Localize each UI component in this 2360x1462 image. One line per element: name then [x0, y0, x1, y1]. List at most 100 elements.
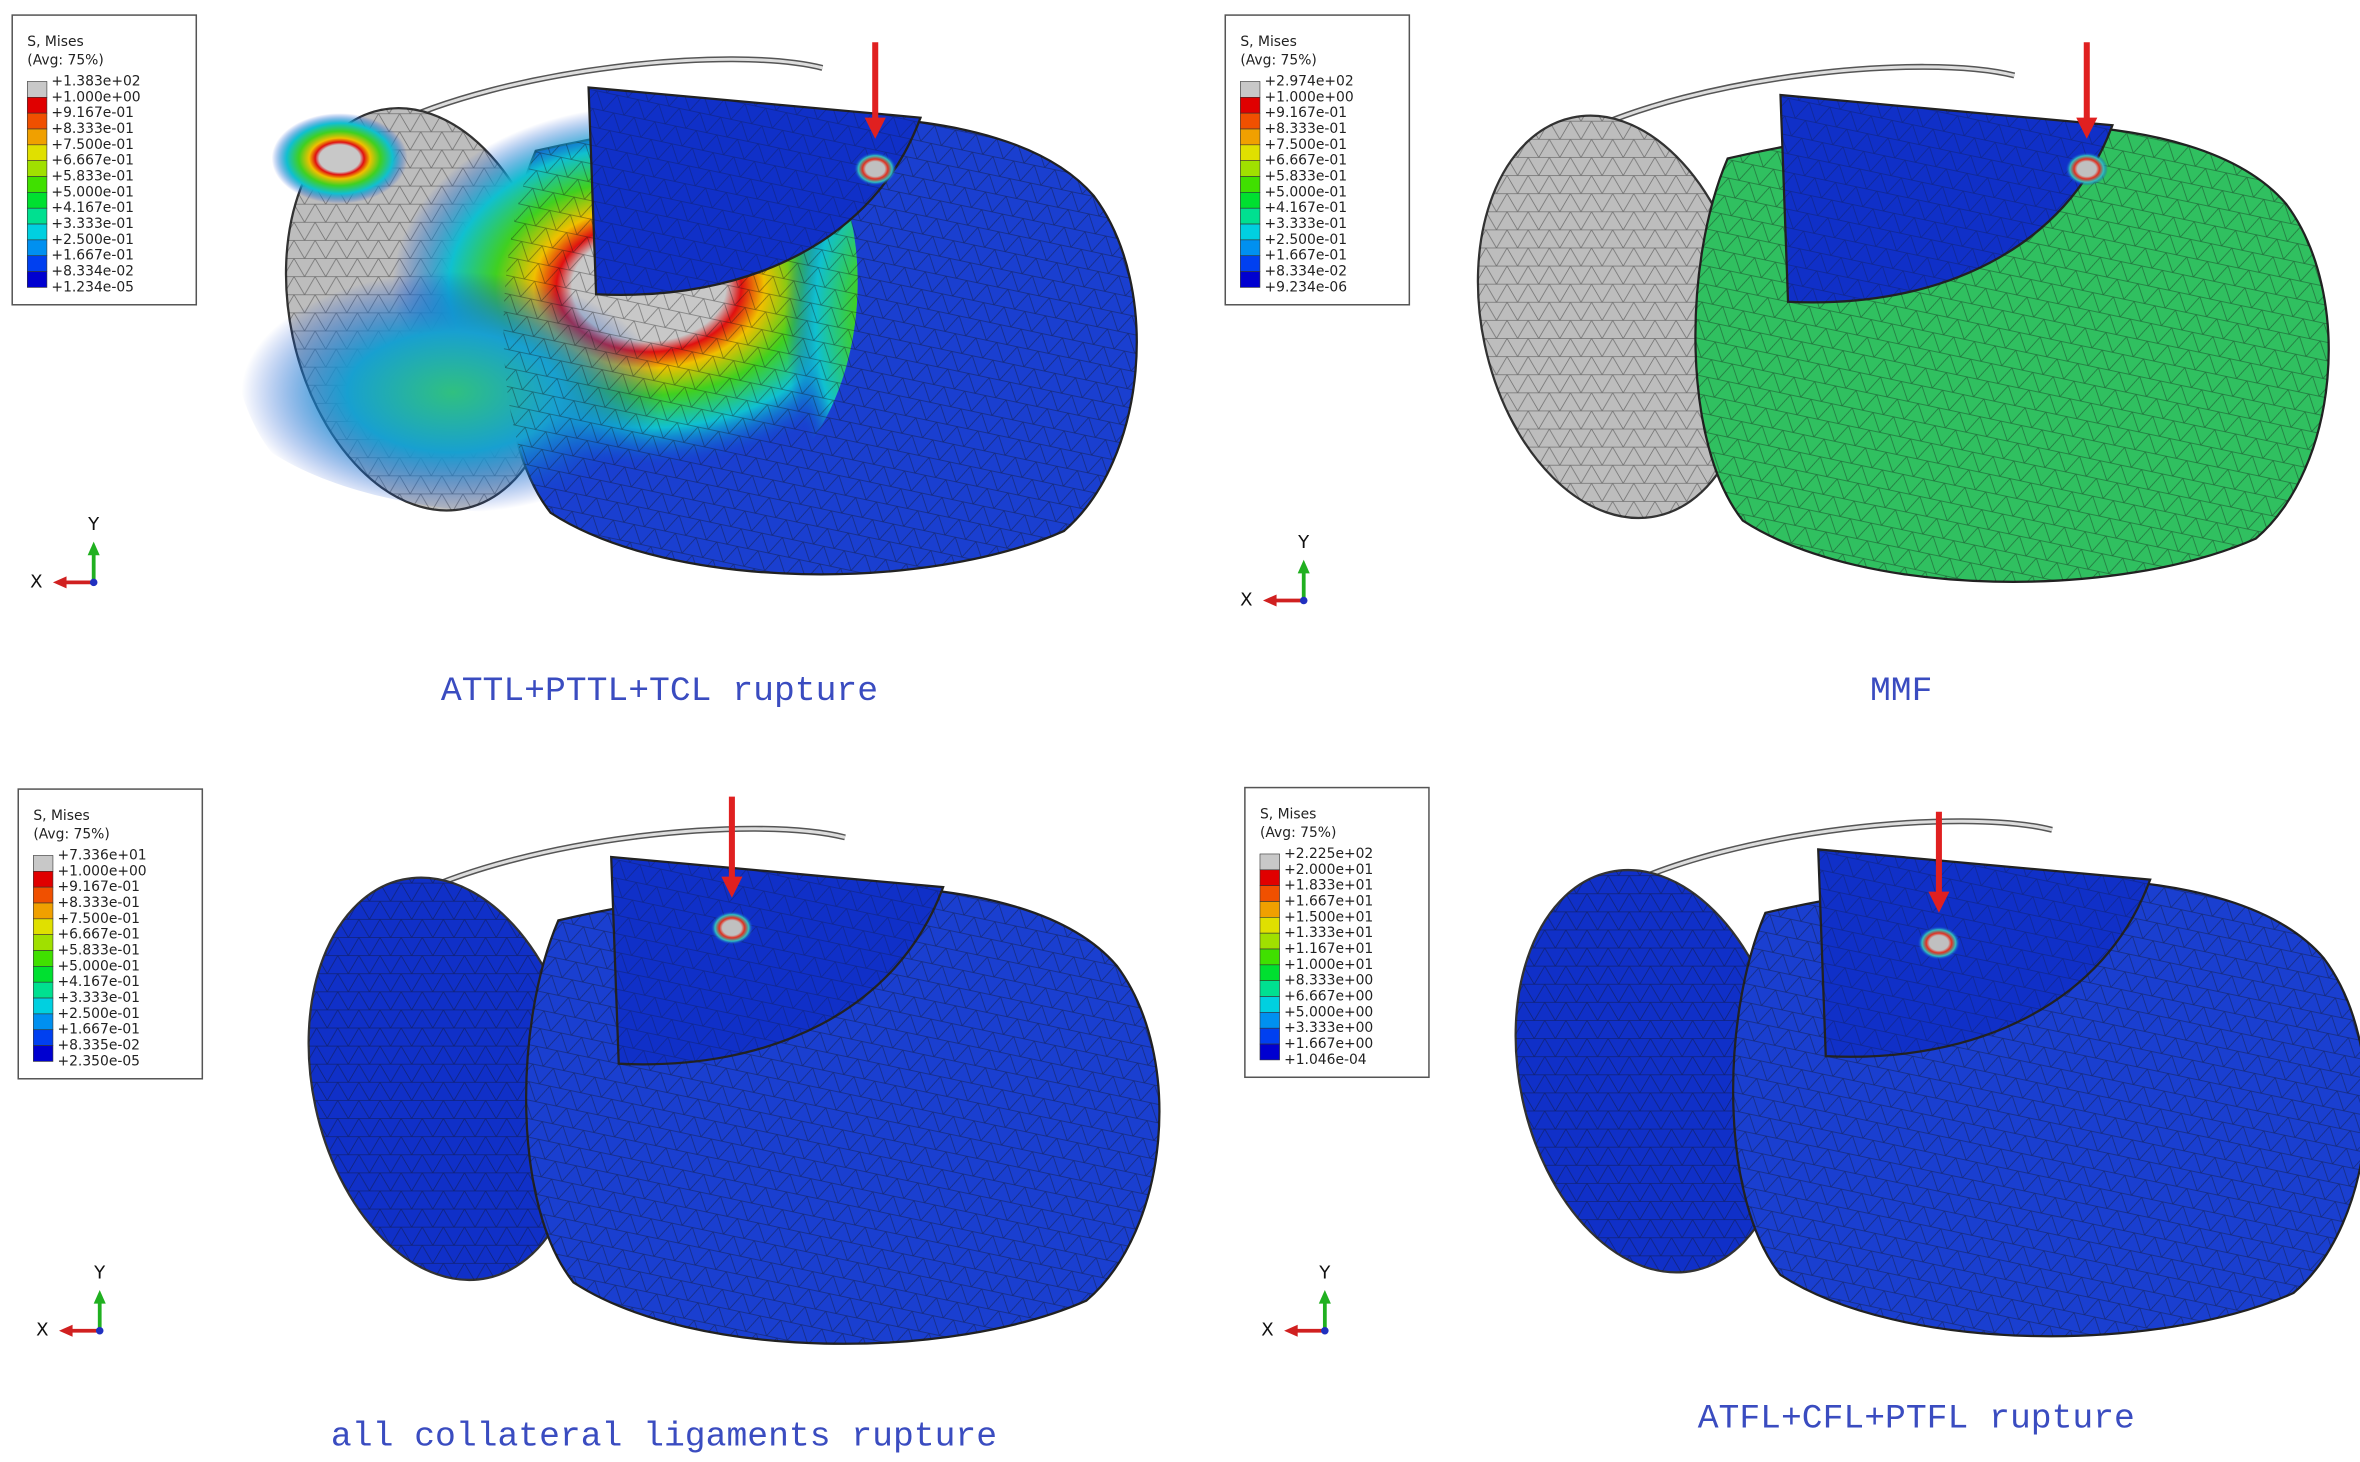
legend-swatch: [26, 144, 48, 161]
legend-label: +9.167e-01: [51, 105, 134, 121]
legend-swatch: [26, 160, 48, 177]
legend-label: +7.336e+01: [57, 847, 146, 863]
origin: [1299, 596, 1308, 605]
legend-swatch: [33, 918, 54, 935]
y-axis-head: [87, 541, 100, 556]
legend-swatch: [33, 950, 54, 967]
legend-label: +7.500e-01: [51, 137, 134, 153]
left-lobe-mesh: [1477, 115, 1752, 518]
x-axis-head: [1262, 594, 1277, 607]
legend-swatch: [1259, 869, 1280, 886]
legend-label: +5.000e-01: [51, 184, 134, 200]
legend-swatch: [26, 239, 48, 257]
legend-label: +1.833e+01: [1284, 878, 1373, 894]
legend-label: +3.333e-01: [57, 990, 140, 1006]
panel-caption: ATTL+PTTL+TCL rupture: [441, 672, 878, 711]
talar-dome-mesh: [1818, 849, 2151, 1057]
y-axis-head: [1318, 1290, 1331, 1304]
talar-dome-mesh: [611, 856, 944, 1065]
legend-title: S, Mises: [33, 808, 89, 824]
legend-label: +2.225e+02: [1284, 846, 1373, 862]
hoop-inner: [1613, 819, 2053, 892]
legend-swatch: [33, 1029, 54, 1046]
legend-label: +5.833e-01: [57, 943, 140, 959]
fe-model: [1514, 818, 2360, 1338]
legend-label: +1.000e+00: [1264, 89, 1353, 105]
x-axis-label: X: [1240, 589, 1252, 610]
legend-swatch: [1240, 271, 1261, 288]
load-spot: [710, 911, 754, 945]
legend-swatch: [1240, 223, 1261, 241]
legend-swatch: [1240, 97, 1261, 114]
dome-spot: [1917, 926, 1961, 960]
legend-swatch: [1240, 112, 1261, 130]
x-axis-label: X: [30, 571, 42, 592]
y-axis-label: Y: [93, 1262, 106, 1283]
legend-swatch: [1259, 980, 1280, 997]
legend-label: +4.167e-01: [51, 200, 134, 216]
legend-swatch: [1240, 128, 1261, 146]
left-lobe-mesh: [308, 877, 582, 1280]
legend-swatch: [26, 271, 48, 288]
legend-label: +8.333e+00: [1284, 973, 1373, 989]
panel: S, Mises(Avg: 75%)+2.225e+02+2.000e+01+1…: [1244, 786, 2360, 1438]
legend-swatch: [1259, 885, 1280, 902]
legend-swatch: [26, 97, 48, 114]
legend-label: +5.833e-01: [1264, 169, 1347, 185]
legend-swatch: [26, 255, 48, 272]
legend-label: +1.667e+00: [1284, 1036, 1373, 1052]
legend-label: +6.667e-01: [1264, 153, 1347, 169]
legend-swatch: [33, 871, 54, 888]
legend-label: +9.234e-06: [1264, 279, 1347, 295]
legend-label: +8.335e-02: [57, 1038, 140, 1054]
legend-swatch: [1240, 255, 1261, 272]
legend-swatch: [1240, 207, 1261, 225]
legend-label: +1.234e-05: [51, 279, 134, 295]
legend-swatch: [26, 223, 48, 241]
legend-title: S, Mises: [27, 34, 83, 50]
legend-label: +1.383e+02: [51, 73, 140, 89]
legend-swatch: [1240, 239, 1261, 257]
load-arrow-head: [2076, 117, 2098, 139]
legend-label: +5.833e-01: [51, 169, 134, 185]
legend-label: +7.500e-01: [1264, 137, 1347, 153]
legend-label: +1.500e+01: [1284, 909, 1373, 925]
legend-label: +8.334e-02: [1264, 264, 1347, 280]
legend-label: +8.333e-01: [1264, 121, 1347, 137]
y-axis-head: [1297, 559, 1310, 574]
panel-caption: all collateral ligaments rupture: [331, 1418, 997, 1457]
load-spot: [1917, 926, 1961, 960]
legend-subtitle: (Avg: 75%): [33, 826, 109, 842]
dome-spot: [710, 911, 754, 945]
hoop-inner: [1576, 65, 2015, 138]
legend-swatch: [1259, 1027, 1280, 1045]
legend-swatch: [1240, 176, 1261, 193]
legend-swatch: [1240, 81, 1261, 98]
legend-label: +2.500e-01: [1264, 232, 1347, 248]
legend-label: +3.333e-01: [51, 216, 134, 232]
legend-label: +7.500e-01: [57, 911, 140, 927]
talar-dome-mesh: [1780, 95, 2113, 303]
legend-label: +1.000e+01: [1284, 957, 1373, 973]
fe-model: [307, 825, 1161, 1345]
y-axis-label: Y: [87, 514, 100, 535]
legend-label: +8.334e-02: [51, 264, 134, 280]
legend-label: +1.667e-01: [51, 248, 134, 264]
legend-title: S, Mises: [1260, 807, 1316, 823]
legend-label: +1.667e+01: [1284, 893, 1373, 909]
legend-swatch: [1259, 853, 1280, 871]
load-arrow-head: [1928, 891, 1950, 913]
legend-label: +6.667e-01: [57, 927, 140, 943]
legend-label: +2.000e+01: [1284, 862, 1373, 878]
legend-title: S, Mises: [1240, 34, 1296, 50]
fe-model: [241, 56, 1138, 576]
legend-swatch: [1259, 1012, 1280, 1029]
hoop-inner: [384, 57, 823, 130]
load-arrow-head: [721, 876, 743, 898]
legend-label: +8.333e-01: [57, 895, 140, 911]
legend-label: +9.167e-01: [1264, 105, 1347, 121]
legend-swatch: [1240, 160, 1261, 177]
panel-caption: MMF: [1870, 672, 1932, 711]
